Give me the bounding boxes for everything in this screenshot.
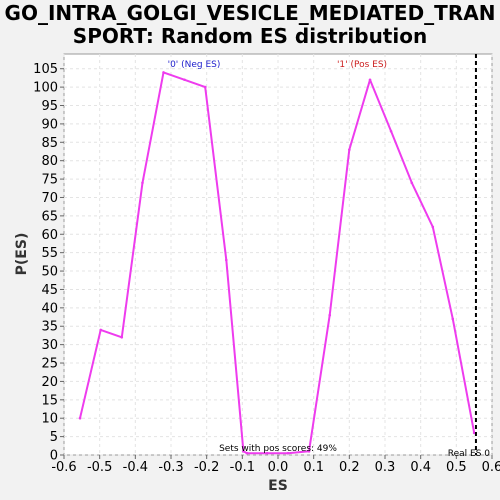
y-tick-label: 50: [41, 265, 58, 280]
x-tick-label: 0.3: [375, 460, 396, 475]
pos-scores-annotation: Sets with pos scores: 49%: [219, 444, 337, 454]
es-distribution-points: [78, 71, 476, 455]
y-tick-label: 65: [41, 209, 58, 224]
data-point: [368, 78, 372, 82]
y-tick-label: 75: [41, 173, 58, 188]
data-point: [389, 129, 393, 133]
y-tick-label: 45: [41, 283, 58, 298]
x-tick-label: -0.1: [230, 460, 255, 475]
data-point: [224, 258, 228, 262]
data-point: [328, 313, 332, 317]
y-tick-label: 60: [41, 228, 58, 243]
x-tick-label: -0.2: [194, 460, 219, 475]
y-tick-label: 85: [41, 136, 58, 151]
data-point: [286, 451, 290, 455]
data-point: [348, 148, 351, 151]
grid-lines: [63, 54, 493, 456]
y-tick-label: 80: [41, 154, 58, 169]
data-point: [78, 416, 82, 420]
y-axis-ticks: 0 5 10 15 20 25 30 35 40 45 50 55 60 65 70 75 80 85 90 95 10…: [33, 62, 64, 464]
data-point: [307, 450, 311, 453]
y-tick-label: 30: [41, 338, 58, 353]
data-point: [242, 450, 245, 453]
data-point: [203, 85, 207, 89]
y-tick-label: 25: [41, 357, 58, 372]
y-tick-label: 35: [41, 320, 58, 335]
x-axis-label: ES: [268, 478, 288, 494]
y-tick-label: 105: [33, 62, 58, 77]
y-tick-label: 70: [41, 191, 58, 206]
x-tick-label: 0.5: [446, 460, 467, 475]
real-es-label: Real ES 0: [448, 449, 491, 459]
x-tick-label: -0.5: [87, 460, 112, 475]
x-tick-label: 0.1: [303, 460, 324, 475]
x-tick-label: 0.6: [482, 460, 500, 475]
y-tick-label: 5: [50, 430, 58, 445]
x-tick-label: 0.4: [410, 460, 431, 475]
y-tick-label: 10: [41, 412, 58, 427]
data-point: [183, 78, 186, 82]
chart-title-line-2: SPORT: Random ES distribution: [73, 24, 427, 48]
y-tick-label: 55: [41, 246, 58, 261]
x-tick-label: 0.0: [268, 460, 289, 475]
chart-title-line-1: GO_INTRA_GOLGI_VESICLE_MEDIATED_TRAN: [5, 1, 496, 25]
y-tick-label: 90: [41, 117, 58, 132]
x-tick-label: -0.4: [123, 460, 148, 475]
y-tick-label: 0: [50, 449, 58, 464]
x-tick-label: -0.3: [158, 460, 183, 475]
y-axis-label: P(ES): [14, 233, 30, 276]
x-tick-label: 0.2: [339, 460, 360, 475]
data-point: [120, 335, 124, 339]
y-tick-label: 100: [33, 81, 58, 96]
y-tick-label: 40: [41, 301, 58, 316]
y-tick-label: 20: [41, 375, 58, 390]
y-tick-label: 15: [41, 393, 58, 408]
data-point: [451, 317, 455, 321]
pos-es-label: '1' (Pos ES): [337, 60, 387, 70]
data-point: [99, 328, 103, 332]
data-point: [266, 451, 269, 455]
data-point: [245, 451, 249, 455]
data-point: [410, 181, 414, 185]
data-point: [472, 431, 476, 435]
data-point: [162, 71, 165, 74]
y-tick-label: 95: [41, 99, 58, 114]
neg-es-label: '0' (Neg ES): [168, 60, 221, 70]
x-tick-label: -0.6: [51, 460, 76, 475]
data-point: [431, 225, 435, 229]
x-axis-ticks: -0.6 -0.5 -0.4 -0.3 -0.2 -0.1 0.0 0.1 0.2 0.3 0.4 0…: [51, 455, 500, 475]
data-point: [141, 181, 144, 185]
